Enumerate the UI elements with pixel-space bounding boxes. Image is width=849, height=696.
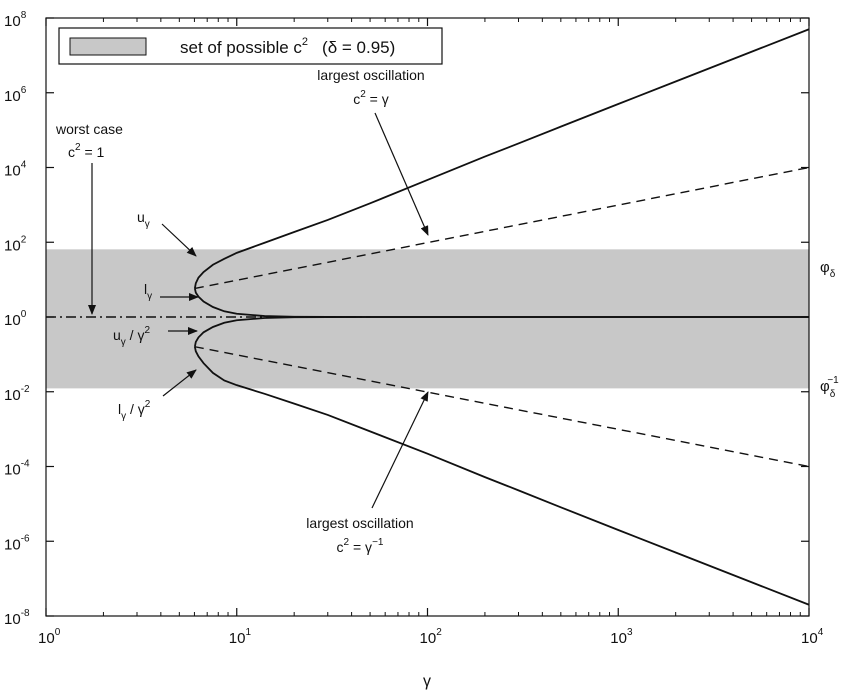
annotation-worst-case: worst case c2 = 1 bbox=[55, 121, 123, 315]
y-tick-label: 10-6 bbox=[4, 533, 30, 553]
legend-swatch bbox=[69, 37, 147, 56]
phi-delta-inverse-label: φδ−1 bbox=[820, 375, 839, 400]
x-tick-label: 101 bbox=[229, 627, 252, 647]
y-tick-label: 100 bbox=[4, 309, 27, 329]
u-gamma-arrow bbox=[161, 223, 197, 257]
annotation-l-gamma-over-gamma2: lγ / γ2 bbox=[118, 369, 197, 422]
annotation-l-gamma: lγ bbox=[144, 281, 199, 302]
x-tick-label: 103 bbox=[610, 627, 633, 647]
x-axis-label: γ bbox=[423, 673, 431, 690]
svg-text:c2 = 1: c2 = 1 bbox=[68, 142, 105, 160]
annotation-u-gamma-over-gamma2: uγ / γ2 bbox=[113, 325, 198, 348]
legend-label: set of possible c2 (δ = 0.95) bbox=[180, 36, 395, 57]
series-l_gamma_over_gamma2 bbox=[193, 346, 809, 606]
svg-text:lγ: lγ bbox=[144, 281, 152, 302]
x-tick-label: 100 bbox=[38, 627, 61, 647]
svg-text:uγ / γ2: uγ / γ2 bbox=[113, 325, 150, 348]
largest-oscillation-top-arrow bbox=[374, 112, 429, 236]
svg-text:c2 = γ: c2 = γ bbox=[353, 89, 389, 107]
series-layer bbox=[46, 28, 809, 606]
legend: set of possible c2 (δ = 0.95) bbox=[58, 27, 443, 65]
annotation-largest-oscillation-top: largest oscillation c2 = γ bbox=[317, 67, 429, 236]
y-tick-label: 104 bbox=[4, 160, 27, 180]
svg-text:c2 = γ−1: c2 = γ−1 bbox=[337, 537, 384, 555]
x-tick-label: 102 bbox=[420, 627, 443, 647]
svg-text:lγ / γ2: lγ / γ2 bbox=[118, 399, 151, 422]
possible-c2-band bbox=[46, 249, 809, 389]
y-tick-label: 10-4 bbox=[4, 459, 30, 479]
svg-text:largest oscillation: largest oscillation bbox=[306, 515, 413, 531]
annotation-u-gamma: uγ bbox=[137, 209, 197, 257]
y-tick-label: 10-8 bbox=[4, 608, 30, 628]
x-tick-label: 104 bbox=[801, 627, 824, 647]
y-tick-label: 102 bbox=[4, 234, 27, 254]
tick-layer: 100 101 102 103 104 10-8 10-6 10-4 10-2 100 102 104… bbox=[4, 10, 824, 647]
phi-delta-label: φδ bbox=[820, 259, 836, 280]
svg-text:uγ: uγ bbox=[137, 209, 150, 230]
l-gamma-over-gamma2-arrow bbox=[162, 369, 197, 397]
y-tick-label: 106 bbox=[4, 85, 27, 105]
largest-oscillation-bottom-arrow bbox=[371, 391, 429, 509]
series-u_gamma bbox=[193, 28, 809, 289]
svg-text:worst case: worst case bbox=[55, 121, 123, 137]
y-tick-label: 108 bbox=[4, 10, 27, 30]
annotation-largest-oscillation-bottom: largest oscillation c2 = γ−1 bbox=[306, 391, 429, 555]
svg-text:largest oscillation: largest oscillation bbox=[317, 67, 424, 83]
y-tick-label: 10-2 bbox=[4, 384, 30, 404]
